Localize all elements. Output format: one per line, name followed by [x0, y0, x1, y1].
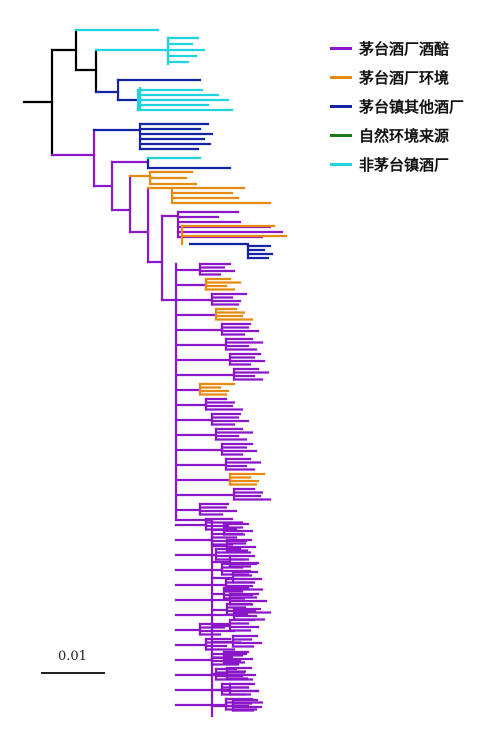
legend-swatch-green: [330, 134, 352, 137]
scale-bar: 0.01: [41, 649, 105, 679]
legend-swatch-purple: [330, 47, 352, 50]
scale-bar-label: 0.01: [58, 649, 87, 664]
legend-item-other-maotai-town-distilleries: 茅台镇其他酒厂: [330, 92, 500, 121]
legend-label: 自然环境来源: [359, 127, 450, 145]
legend: 茅台酒厂酒醅 茅台酒厂环境 茅台镇其他酒厂 自然环境来源 非茅台镇酒厂: [330, 34, 500, 179]
legend-item-moutai-environment: 茅台酒厂环境: [330, 63, 500, 92]
legend-label: 茅台酒厂酒醅: [359, 40, 450, 58]
legend-swatch-orange: [330, 76, 352, 79]
legend-swatch-blue: [330, 105, 352, 108]
legend-label: 茅台酒厂环境: [359, 69, 450, 87]
legend-swatch-cyan: [330, 163, 352, 166]
legend-label: 非茅台镇酒厂: [359, 156, 450, 174]
legend-item-moutai-fermented-grains: 茅台酒厂酒醅: [330, 34, 500, 63]
legend-label: 茅台镇其他酒厂: [359, 98, 465, 116]
legend-item-natural-environment: 自然环境来源: [330, 121, 500, 150]
legend-item-non-maotai-distilleries: 非茅台镇酒厂: [330, 150, 500, 179]
scale-bar-line: [41, 672, 105, 674]
